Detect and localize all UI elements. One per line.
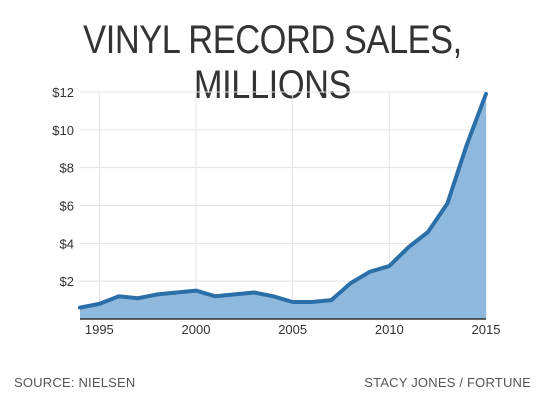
x-tick-label: 1995 [85, 322, 114, 337]
x-tick-label: 2010 [375, 322, 404, 337]
x-tick-label: 2015 [472, 322, 501, 337]
y-tick-label: $10 [52, 123, 74, 138]
y-tick-label: $4 [60, 236, 74, 251]
y-tick-label: $8 [60, 161, 74, 176]
sales-area [80, 93, 486, 320]
x-tick-label: 2005 [278, 322, 307, 337]
source-note: SOURCE: NIELSEN [14, 375, 136, 390]
y-tick-label: $2 [60, 274, 74, 289]
y-axis-ticks: $2 $4 $6 $8 $10 $12 [52, 85, 74, 289]
credit-note: STACY JONES / FORTUNE [364, 375, 531, 390]
x-tick-label: 2000 [182, 322, 211, 337]
y-tick-label: $6 [60, 199, 74, 214]
chart-title: VINYL RECORD SALES, MILLIONS [83, 18, 462, 107]
x-axis-ticks: 1995 2000 2005 2010 2015 [85, 322, 501, 337]
sales-line [78, 91, 488, 310]
y-tick-label: $12 [52, 85, 74, 100]
